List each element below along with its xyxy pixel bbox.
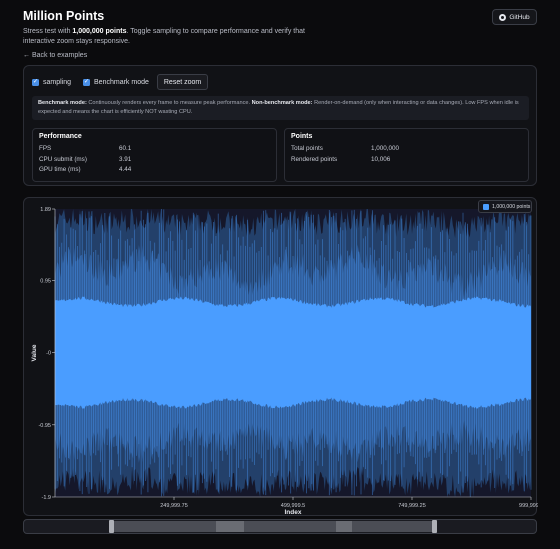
stat-key: Rendered points <box>291 155 338 163</box>
nonbench-text: Render-on-demand (only when interacting … <box>38 100 519 115</box>
stat-row: GPU time (ms) 4.44 <box>39 165 270 176</box>
legend-swatch <box>483 203 489 210</box>
github-button[interactable]: GitHub <box>492 9 537 25</box>
stat-value: 1,000,000 <box>371 145 400 152</box>
points-title: Points <box>291 133 313 140</box>
github-icon <box>499 13 507 21</box>
stat-value: 10,006 <box>371 155 391 163</box>
chart-legend[interactable]: 1,000,000 points <box>478 200 532 213</box>
benchmark-toggle[interactable]: ✓ Benchmark mode <box>83 78 149 86</box>
zoom-handle-left[interactable] <box>109 520 114 533</box>
y-tick-label: 1.89 <box>40 207 51 213</box>
chart-card[interactable]: 1.89 0.95 -0 -0.95 -1.9 249,999.75 499,999.5 74… <box>23 197 538 517</box>
x-axis-label: Index <box>285 509 302 516</box>
points-box: Points Total points 1,000,000 Rendered po… <box>284 128 529 182</box>
sampling-toggle[interactable]: ✓ sampling <box>32 78 72 86</box>
controls-row: ✓ sampling ✓ Benchmark mode Reset zoom <box>32 74 209 90</box>
stat-value: 4.44 <box>119 166 132 173</box>
y-tick-label: 0.95 <box>40 278 51 284</box>
x-tick-label: 749,999.25 <box>398 503 426 509</box>
benchmark-note: Benchmark mode: Continuously renders eve… <box>32 96 529 120</box>
sampling-label: sampling <box>43 78 72 86</box>
benchmark-label: Benchmark mode <box>94 78 149 86</box>
x-tick-label: 499,999.5 <box>281 503 305 509</box>
stat-value: 60.1 <box>119 145 132 152</box>
reset-zoom-button[interactable]: Reset zoom <box>156 74 209 90</box>
stat-row: FPS 60.1 <box>39 144 270 155</box>
stat-key: FPS <box>39 145 52 152</box>
x-tick-label: 249,999.75 <box>160 503 188 509</box>
dense-core <box>55 296 531 409</box>
y-tick-label: -0 <box>46 351 51 357</box>
zoom-mini-window <box>336 521 352 532</box>
page-description: Stress test with 1,000,000 points. Toggl… <box>23 27 313 47</box>
stat-row: Total points 1,000,000 <box>291 144 522 155</box>
stat-key: CPU submit (ms) <box>39 155 87 163</box>
stat-row: CPU submit (ms) 3.91 <box>39 155 270 166</box>
stat-key: Total points <box>291 145 323 152</box>
x-tick-label: 999,999 <box>519 503 538 509</box>
performance-title: Performance <box>39 133 82 140</box>
github-label: GitHub <box>509 13 530 21</box>
desc-suffix: . Toggle sampling to compare performance… <box>23 28 305 45</box>
y-tick-label: -0.95 <box>38 423 51 429</box>
sampling-checkbox[interactable]: ✓ <box>32 78 39 86</box>
page-title: Million Points <box>23 9 105 23</box>
y-axis-label: Value <box>31 344 38 361</box>
y-tick-label: -1.9 <box>42 495 51 501</box>
zoom-handle-right[interactable] <box>432 520 437 533</box>
stat-key: GPU time (ms) <box>39 166 81 173</box>
desc-prefix: Stress test with <box>23 28 73 35</box>
bench-text: Continuously renders every frame to meas… <box>86 100 252 106</box>
legend-label: 1,000,000 points <box>492 203 531 210</box>
zoom-slider[interactable] <box>23 519 537 534</box>
performance-box: Performance FPS 60.1 CPU submit (ms) 3.91 … <box>32 128 277 182</box>
zoom-mini-window <box>216 521 244 532</box>
back-link[interactable]: ← Back to examples <box>23 52 88 59</box>
controls-panel: ✓ sampling ✓ Benchmark mode Reset zoom B… <box>23 65 537 186</box>
zoom-range[interactable] <box>111 521 434 532</box>
nonbench-title: Non-benchmark mode: <box>251 100 313 106</box>
stat-row: Rendered points 10,006 <box>291 155 522 166</box>
desc-bold: 1,000,000 points <box>72 28 127 35</box>
bench-title: Benchmark mode: <box>38 100 87 106</box>
benchmark-checkbox[interactable]: ✓ <box>83 78 91 86</box>
stat-value: 3.91 <box>119 155 132 163</box>
chart-svg[interactable]: 1.89 0.95 -0 -0.95 -1.9 249,999.75 499,999.5 74… <box>24 198 538 517</box>
